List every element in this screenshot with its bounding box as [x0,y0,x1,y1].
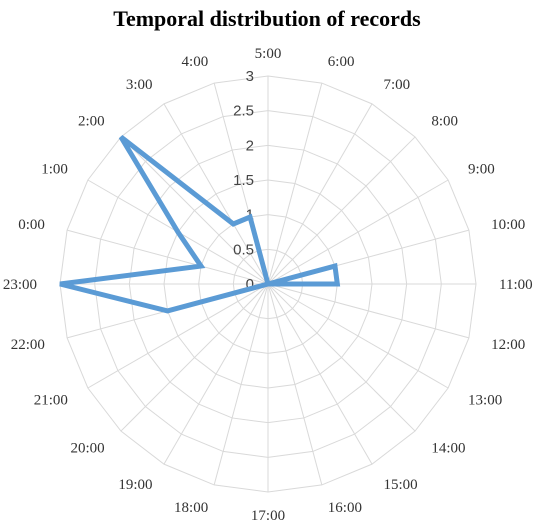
category-label: 17:00 [251,508,285,523]
category-label: 21:00 [34,393,68,409]
tick-label: 1.5 [233,172,254,189]
category-label: 19:00 [118,477,152,493]
category-label: 0:00 [18,217,45,233]
category-label: 6:00 [328,54,355,70]
category-label: 5:00 [255,46,282,62]
category-label: 3:00 [126,77,153,93]
category-label: 2:00 [78,114,105,130]
category-label: 18:00 [174,500,208,516]
category-label: 1:00 [41,162,68,178]
category-label: 7:00 [384,77,411,93]
series-layer [59,134,341,314]
radial-tick-labels: 00.511.522.53 [233,68,254,293]
grid-spoke [120,283,269,432]
category-label: 14:00 [431,440,465,456]
grid-spoke [163,283,269,465]
grid-spoke [163,103,269,285]
tick-label: 2.5 [233,103,254,120]
grid-spoke [267,283,449,389]
grid-spoke [213,283,269,486]
grid-spoke [267,283,323,486]
grid-spoke [267,103,373,285]
grid-spoke [120,136,269,285]
category-label: 15:00 [384,477,418,493]
grid-spoke [66,229,269,285]
tick-label: 0 [246,276,254,293]
category-label: 9:00 [468,162,495,178]
radar-spokes [60,76,476,492]
grid-spoke [267,283,416,432]
category-label: 12:00 [491,337,525,353]
grid-spoke [87,283,269,389]
grid-spoke [267,82,323,285]
grid-spoke [267,136,416,285]
chart-title: Temporal distribution of records [113,6,421,31]
tick-label: 0.5 [233,241,254,258]
category-label: 22:00 [11,337,45,353]
tick-label: 2 [246,137,254,154]
category-label: 10:00 [491,217,525,233]
grid-spoke [267,283,470,339]
series-line [59,134,341,314]
category-label: 23:00 [3,277,37,293]
grid-spoke [267,283,373,465]
category-label: 16:00 [328,500,362,516]
category-label: 20:00 [70,440,104,456]
grid-spoke [267,179,449,285]
tick-label: 3 [246,68,254,85]
category-label: 4:00 [182,54,209,70]
category-label: 8:00 [431,114,458,130]
category-labels: 5:00 6:00 7:00 8:00 9:00 10:00 11:00 12:00 13:00… [3,46,533,523]
category-label: 11:00 [499,277,533,293]
category-label: 13:00 [468,393,502,409]
